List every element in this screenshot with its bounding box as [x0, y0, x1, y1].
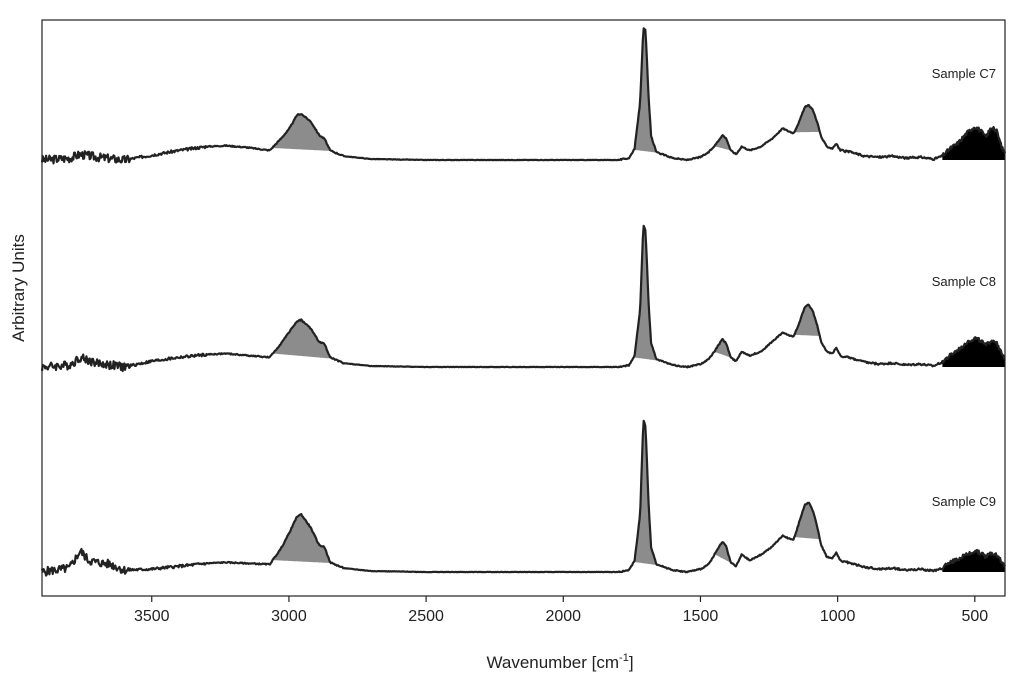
x-tick-label-2: 3000 [271, 608, 307, 625]
peak-fill-1-2 [633, 28, 660, 153]
peak-fill-3-4 [794, 502, 820, 540]
y-axis-label: Arbitrary Units [9, 234, 28, 342]
peak-fill-2-2 [633, 225, 660, 361]
peak-fill-2-4 [794, 304, 820, 336]
x-axis-label: Wavenumber [cm-1] [486, 652, 633, 672]
series-labels: Sample C7 Sample C8 Sample C9 [932, 66, 996, 509]
x-tick-label-6: 1000 [820, 608, 856, 625]
x-axis-label-sup: -1 [619, 652, 629, 664]
series-label-3: Sample C9 [932, 494, 996, 509]
series-label-2: Sample C8 [932, 274, 996, 289]
x-tick-label-4: 2000 [545, 608, 581, 625]
peak-fill-3-5 [942, 550, 1005, 572]
peak-fill-3-1 [272, 514, 333, 564]
x-axis-ticks: 3500 3000 2500 2000 1500 1000 500 [134, 596, 988, 625]
x-tick-label-5: 1500 [683, 608, 719, 625]
peak-fill-1-5 [942, 127, 1005, 160]
series-line-1 [40, 27, 1007, 165]
peak-fills [272, 28, 1005, 572]
peak-fill-2-3 [714, 339, 732, 358]
spectrum-lines [40, 27, 1007, 577]
x-axis-label-close: ] [629, 653, 634, 672]
peak-fill-1-4 [794, 105, 820, 133]
series-line-3 [40, 419, 1006, 577]
peak-fill-3-2 [633, 420, 660, 566]
x-tick-label-1: 3500 [134, 608, 170, 625]
x-tick-label-7: 500 [961, 608, 988, 625]
x-axis-label-main: Wavenumber [cm [486, 653, 619, 672]
x-tick-label-3: 2500 [408, 608, 444, 625]
series-label-1: Sample C7 [932, 66, 996, 81]
peak-fill-1-3 [714, 135, 732, 151]
plot-frame [41, 19, 1006, 597]
peak-fill-1-1 [272, 114, 333, 151]
series-line-2 [40, 224, 1006, 373]
peak-fill-2-1 [272, 319, 333, 359]
